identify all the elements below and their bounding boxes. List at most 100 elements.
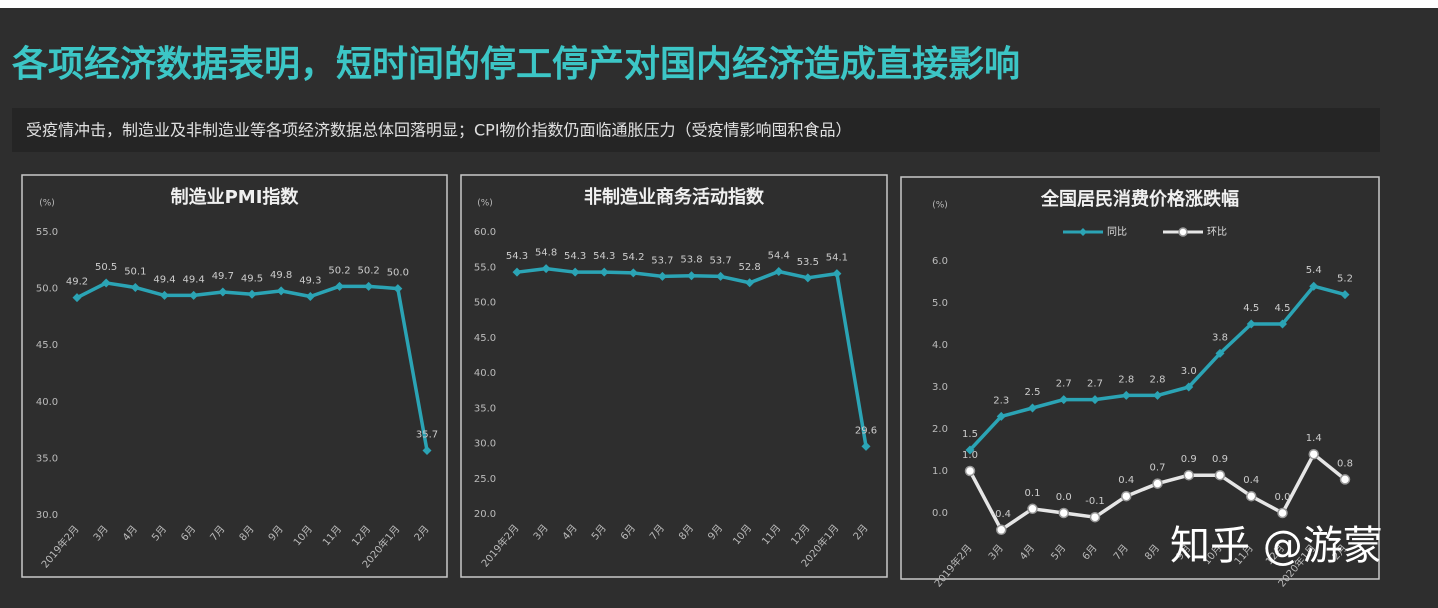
point-marker [861, 441, 871, 451]
point-marker [1121, 490, 1132, 502]
data-label: -0.4 [991, 509, 1011, 520]
data-label: 3.8 [1212, 332, 1228, 343]
point-marker [599, 267, 609, 277]
point-marker [1121, 390, 1131, 400]
data-label: 49.5 [241, 273, 263, 284]
data-label: 50.2 [358, 265, 380, 276]
point-marker [1339, 474, 1351, 485]
data-label: 54.2 [622, 252, 644, 263]
point-marker [996, 411, 1006, 421]
point-marker [335, 281, 344, 291]
point-marker [716, 271, 726, 281]
y-tick-label: 35.0 [36, 453, 58, 464]
y-tick-label: 45.0 [474, 333, 496, 344]
point-marker [1214, 469, 1226, 481]
data-label: 1.4 [1306, 433, 1322, 444]
point-marker [1153, 390, 1162, 400]
point-marker [1308, 448, 1319, 460]
y-tick-label: 25.0 [474, 474, 496, 485]
data-label: 1.0 [962, 450, 978, 461]
y-axis-label: (%) [932, 201, 948, 211]
y-tick-label: 45.0 [36, 340, 58, 351]
point-marker [1183, 469, 1194, 481]
point-marker [1058, 507, 1069, 519]
point-marker [541, 264, 551, 274]
point-marker [364, 281, 374, 291]
legend-label: 环比 [1207, 226, 1227, 238]
data-label: 35.7 [416, 429, 438, 440]
chart-title: 全国居民消费价格涨跌幅 [1040, 188, 1239, 210]
point-marker [965, 445, 975, 455]
point-marker [422, 445, 432, 455]
y-tick-label: 30.0 [36, 510, 58, 521]
point-marker [1089, 511, 1101, 523]
point-marker [628, 268, 638, 278]
point-marker [1215, 348, 1225, 358]
point-marker [1090, 395, 1100, 405]
legend-marker [1079, 228, 1087, 236]
chart-title: 制造业PMI指数 [171, 186, 300, 208]
data-label: 50.0 [387, 268, 409, 279]
y-tick-label: 60.0 [474, 227, 496, 238]
data-label: 2.8 [1150, 374, 1166, 385]
data-label: 50.1 [124, 266, 146, 277]
y-axis-label: (%) [477, 199, 493, 209]
data-label: 54.3 [593, 251, 615, 262]
y-tick-label: 0.0 [932, 508, 948, 519]
point-marker [964, 465, 976, 477]
data-label: 53.7 [651, 255, 673, 266]
data-label: 0.0 [1275, 492, 1291, 503]
data-label: 0.9 [1212, 454, 1228, 465]
y-tick-label: 40.0 [474, 368, 496, 379]
point-marker [774, 266, 784, 276]
point-marker [189, 290, 199, 300]
legend-label: 同比 [1107, 226, 1127, 238]
y-tick-label: 4.0 [932, 340, 948, 351]
data-label: 0.7 [1150, 463, 1166, 474]
point-marker [160, 290, 169, 300]
data-label: 5.4 [1306, 265, 1322, 276]
point-marker [218, 287, 228, 297]
point-marker [247, 289, 257, 299]
data-label: 2.7 [1056, 379, 1072, 390]
data-label: 49.2 [66, 277, 88, 288]
data-label: 0.4 [1243, 475, 1259, 486]
point-marker [1277, 507, 1288, 519]
data-label: 2.8 [1118, 374, 1134, 385]
y-tick-label: 5.0 [932, 298, 948, 309]
data-label: 54.3 [506, 251, 528, 262]
data-label: 4.5 [1243, 303, 1259, 314]
point-marker [745, 278, 755, 288]
point-marker [657, 271, 667, 281]
point-marker [130, 282, 140, 292]
data-label: 54.8 [535, 248, 557, 259]
point-marker [1246, 490, 1257, 502]
point-marker [832, 269, 842, 279]
data-label: 54.3 [564, 251, 586, 262]
data-label: 0.1 [1025, 488, 1041, 499]
data-label: 49.4 [153, 274, 175, 285]
point-marker [803, 273, 813, 283]
point-marker [393, 284, 403, 294]
point-marker [687, 271, 696, 281]
chart-title: 非制造业商务活动指数 [584, 186, 765, 208]
data-label: 49.4 [183, 274, 205, 285]
y-tick-label: 55.0 [474, 262, 496, 273]
chart-panel [900, 176, 1380, 580]
point-marker [101, 278, 111, 288]
data-label: 53.5 [797, 257, 819, 268]
data-label: 54.4 [768, 250, 790, 261]
y-tick-label: 30.0 [474, 439, 496, 450]
y-tick-label: 20.0 [474, 509, 496, 520]
watermark: 知乎 @游蒙 [1170, 523, 1383, 569]
point-marker [1309, 281, 1319, 291]
point-marker [276, 286, 286, 296]
point-marker [1059, 395, 1069, 405]
y-tick-label: 50.0 [474, 298, 496, 309]
data-label: -0.1 [1085, 496, 1105, 507]
slide-title: 各项经济数据表明，短时间的停工停产对国内经济造成直接影响 [12, 44, 1020, 85]
y-axis-label: (%) [39, 199, 55, 209]
data-label: 49.7 [212, 271, 234, 282]
slide-subtitle: 受疫情冲击，制造业及非制造业等各项经济数据总体回落明显；CPI物价指数仍面临通胀… [26, 121, 852, 140]
